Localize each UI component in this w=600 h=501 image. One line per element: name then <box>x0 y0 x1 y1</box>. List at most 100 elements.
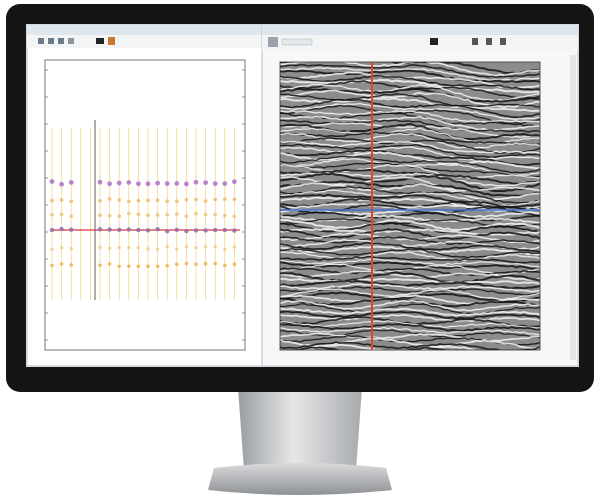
title-bar <box>27 25 262 35</box>
point <box>69 199 73 204</box>
point <box>69 247 73 251</box>
tool-icon[interactable] <box>58 38 64 44</box>
reflector <box>280 236 540 245</box>
point <box>232 245 236 249</box>
point <box>68 179 74 185</box>
reflector <box>280 261 540 271</box>
left-window <box>26 24 263 367</box>
point <box>155 226 160 232</box>
point <box>155 180 161 186</box>
point <box>136 264 141 268</box>
point <box>136 246 140 250</box>
point <box>175 247 179 251</box>
point <box>203 180 209 186</box>
point <box>156 247 160 251</box>
reflector <box>280 122 540 138</box>
point <box>232 214 237 219</box>
reflector <box>280 326 540 336</box>
reflector <box>280 277 540 285</box>
reflector <box>280 66 540 82</box>
reflector <box>280 186 540 204</box>
point <box>213 245 217 249</box>
reflector <box>280 193 540 209</box>
point <box>193 228 199 233</box>
point <box>50 263 54 268</box>
reflector <box>280 341 540 350</box>
reflector <box>280 146 540 161</box>
reflector <box>280 271 540 284</box>
point <box>194 197 198 202</box>
toolbar <box>262 35 578 50</box>
point <box>165 245 169 249</box>
point <box>194 262 198 267</box>
point <box>155 264 160 269</box>
reflector <box>280 112 540 128</box>
tool-icon[interactable] <box>268 37 278 47</box>
point <box>146 247 150 251</box>
reflector <box>280 155 540 174</box>
point <box>59 212 64 217</box>
tool-icon[interactable] <box>108 37 115 45</box>
point <box>212 181 218 187</box>
scrollbar[interactable] <box>570 55 576 360</box>
point <box>223 247 227 252</box>
plot-area <box>44 59 246 351</box>
point <box>194 211 198 216</box>
point <box>117 198 121 202</box>
point <box>223 263 227 268</box>
tool-icon[interactable] <box>48 38 54 44</box>
point <box>127 199 131 204</box>
reflector <box>280 115 540 131</box>
plot-marks <box>45 69 245 341</box>
tool-icon[interactable] <box>96 38 104 44</box>
point <box>117 264 121 269</box>
point <box>232 262 237 266</box>
title-bar <box>262 25 578 35</box>
reflector <box>280 151 540 170</box>
point <box>98 263 102 268</box>
point <box>117 227 122 232</box>
point <box>145 228 151 233</box>
point <box>59 181 64 187</box>
combo-box[interactable] <box>281 38 313 46</box>
reflector <box>280 102 540 121</box>
reflector <box>280 109 540 123</box>
reflector <box>280 307 540 317</box>
point <box>232 228 237 233</box>
point <box>222 181 228 186</box>
tool-icon[interactable] <box>68 38 74 44</box>
reflector <box>280 320 540 329</box>
tool-icon[interactable] <box>500 38 506 45</box>
point <box>127 245 131 250</box>
tool-icon[interactable] <box>430 38 438 45</box>
point <box>184 197 189 202</box>
point <box>49 227 55 233</box>
tool-icon[interactable] <box>486 38 492 45</box>
point <box>175 199 179 204</box>
reflector <box>280 221 540 234</box>
point <box>117 245 121 250</box>
reflector <box>280 182 540 201</box>
reflector <box>280 291 540 304</box>
right-window <box>261 24 579 367</box>
point <box>165 229 170 234</box>
point <box>69 227 74 232</box>
reflector <box>280 168 540 185</box>
point <box>184 228 189 234</box>
point <box>108 246 112 250</box>
point <box>117 214 121 218</box>
tool-icon[interactable] <box>472 38 478 45</box>
point <box>145 181 151 187</box>
reflector <box>280 203 540 212</box>
tool-icon[interactable] <box>38 38 44 44</box>
point <box>155 213 160 217</box>
point <box>136 212 141 217</box>
reflector <box>280 140 540 155</box>
reflector <box>280 196 540 213</box>
point <box>97 179 103 185</box>
reflector <box>280 251 540 262</box>
reflector <box>280 64 540 78</box>
point <box>49 179 55 184</box>
reflector <box>280 255 540 264</box>
reflector <box>280 258 540 268</box>
